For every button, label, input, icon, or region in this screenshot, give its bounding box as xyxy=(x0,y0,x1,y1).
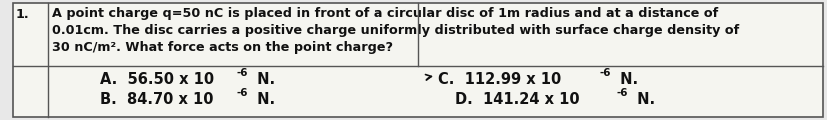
Text: C.  112.99 x 10: C. 112.99 x 10 xyxy=(437,72,561,87)
Text: N.: N. xyxy=(251,72,275,87)
Text: 1.: 1. xyxy=(16,8,30,21)
Text: 0.01cm. The disc carries a positive charge uniformly distributed with surface ch: 0.01cm. The disc carries a positive char… xyxy=(52,24,739,37)
Text: D.  141.24 x 10: D. 141.24 x 10 xyxy=(455,92,579,107)
Text: 30 nC/m². What force acts on the point charge?: 30 nC/m². What force acts on the point c… xyxy=(52,41,393,54)
Text: B.  84.70 x 10: B. 84.70 x 10 xyxy=(100,92,213,107)
Text: A point charge q=50 nC is placed in front of a circular disc of 1m radius and at: A point charge q=50 nC is placed in fron… xyxy=(52,7,717,20)
Text: N.: N. xyxy=(614,72,638,87)
Text: N.: N. xyxy=(251,92,275,107)
Text: -6: -6 xyxy=(237,68,248,78)
Text: -6: -6 xyxy=(616,88,628,98)
Text: N.: N. xyxy=(631,92,654,107)
Text: -6: -6 xyxy=(237,88,248,98)
Text: -6: -6 xyxy=(600,68,611,78)
Text: A.  56.50 x 10: A. 56.50 x 10 xyxy=(100,72,214,87)
